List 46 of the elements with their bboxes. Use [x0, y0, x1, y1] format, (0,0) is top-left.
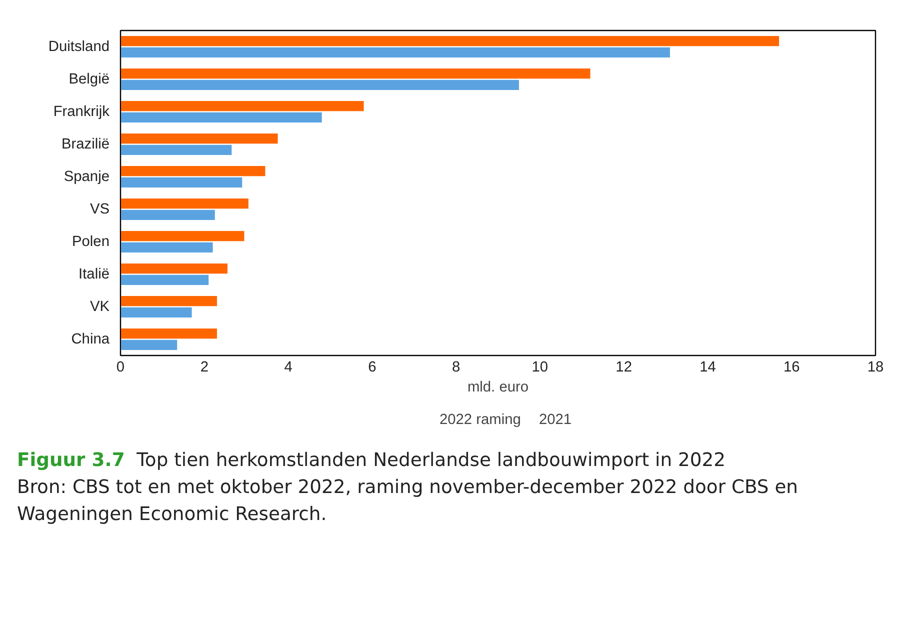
y-tick-label: Polen: [72, 234, 110, 250]
x-tick-label: 10: [532, 360, 548, 376]
bar: [120, 112, 322, 123]
bar: [120, 274, 209, 286]
bar: [120, 328, 217, 339]
text: 2022 raming: [439, 412, 521, 428]
x-tick-label: 14: [700, 360, 716, 376]
bar: [120, 166, 266, 176]
x-tick-label: 2: [200, 360, 208, 376]
y-tick-label: Duitsland: [48, 38, 110, 55]
bar: [120, 210, 215, 220]
y-tick-label: China: [71, 331, 110, 348]
y-tick-label: Italië: [78, 266, 110, 282]
bar: [120, 144, 232, 156]
bar: [120, 307, 192, 318]
x-tick-label: 4: [284, 360, 292, 376]
bar: [120, 68, 590, 79]
y-tick-label: VS: [90, 201, 110, 218]
text: Figuur 3.7: [17, 450, 125, 471]
x-tick-label: 8: [452, 360, 460, 376]
bar: [120, 36, 780, 46]
x-tick-label: 12: [616, 360, 632, 376]
bar: [120, 177, 242, 188]
bar: [120, 80, 519, 90]
text: 2021: [538, 412, 572, 428]
bar: [120, 263, 228, 274]
bar: [120, 133, 278, 144]
x-tick-label: 16: [783, 360, 800, 376]
bar: [120, 340, 178, 350]
bar: [120, 296, 217, 306]
bar: [120, 242, 213, 253]
text: Top tien herkomstlanden Nederlandse landbouwimport in 2022: [136, 450, 726, 471]
bar: [120, 47, 670, 58]
y-tick-label: Brazilië: [61, 136, 110, 152]
y-tick-label: Spanje: [64, 168, 110, 185]
bar: [120, 100, 364, 112]
x-tick-label: 18: [867, 360, 884, 376]
x-axis-title: mld. euro: [467, 380, 529, 396]
x-tick-label: 0: [116, 360, 125, 376]
y-tick-label: VK: [90, 298, 110, 315]
bar: [120, 198, 248, 209]
x-tick-label: 6: [368, 360, 376, 376]
y-tick-label: België: [68, 71, 110, 88]
text: Bron: CBS tot en met oktober 2022, raming november-december 2022 door CBS en Wageningen Economic Research.: [17, 477, 798, 526]
y-tick-label: Frankrijk: [53, 104, 110, 120]
bar: [120, 230, 244, 242]
